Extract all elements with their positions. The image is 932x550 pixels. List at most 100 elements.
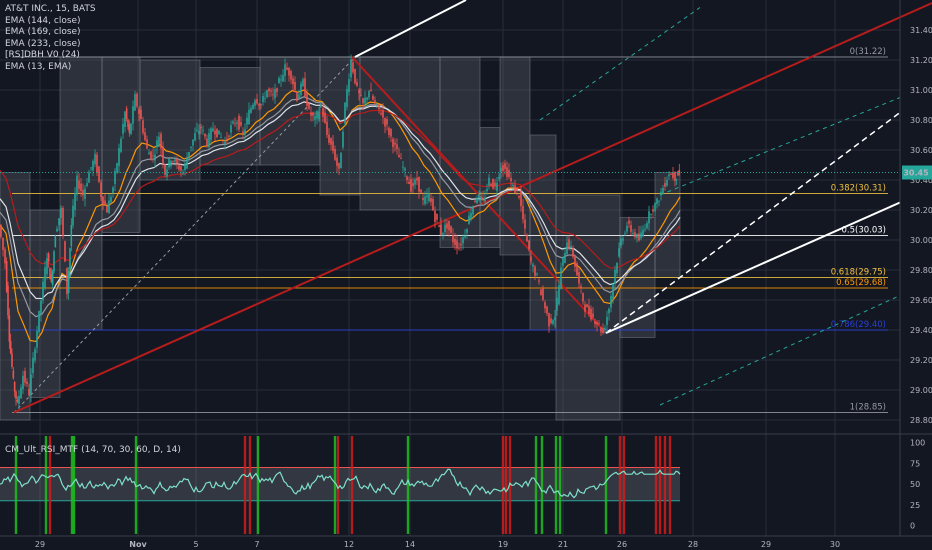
fib-level-label: 0(31.22) <box>850 47 886 57</box>
candle-body <box>476 197 478 204</box>
candle-body <box>212 128 214 132</box>
dbh-band <box>319 56 361 196</box>
fib-level-label: 0.5(30.03) <box>842 226 886 236</box>
legend-ema-144[interactable]: EMA (144, close) <box>5 15 81 26</box>
candle-body <box>486 189 488 191</box>
time-tick-label: 19 <box>498 540 508 549</box>
candle-body <box>376 103 378 105</box>
white-trend-line <box>605 201 901 334</box>
candle-body <box>470 212 472 220</box>
candle-body <box>336 157 338 166</box>
rsi-tick-label: 75 <box>910 459 920 468</box>
candle-body <box>222 139 224 141</box>
candle-body <box>438 225 440 227</box>
legend-ema-169[interactable]: EMA (169, close) <box>5 27 81 37</box>
candle-body <box>338 162 340 169</box>
candle-body <box>468 215 470 225</box>
candle-body <box>108 200 110 214</box>
candle-body <box>340 152 342 169</box>
candle-body <box>604 327 606 331</box>
candle-body <box>270 90 272 92</box>
candle-body <box>220 136 222 138</box>
candle-body <box>230 125 232 133</box>
rsi-signal-bar <box>248 436 252 534</box>
candle-body <box>456 240 458 249</box>
candle-body <box>200 126 202 129</box>
rsi-signal-bar <box>668 436 672 534</box>
candle-body <box>358 90 360 93</box>
candle-body <box>436 213 438 220</box>
fib-level-label: 0.786(29.40) <box>831 320 886 330</box>
price-tick-label: 29.60 <box>910 296 932 305</box>
candle-body <box>78 180 80 189</box>
rsi-signal-bar <box>622 436 626 534</box>
candle-body <box>544 302 546 309</box>
time-tick-label: 7 <box>254 540 259 549</box>
candle-body <box>462 237 464 244</box>
candle-body <box>246 117 248 125</box>
candle-body <box>252 104 254 109</box>
candle-body <box>176 158 178 164</box>
price-axis[interactable]: 31.40 31.20 31.00 30.80 30.60 30.40 30.20 30.00… <box>0 0 932 536</box>
candle-body <box>132 106 134 124</box>
candle-body <box>446 223 448 229</box>
candle-body <box>320 104 322 107</box>
candle-body <box>366 97 368 100</box>
candle-body <box>294 82 296 90</box>
candle-body <box>460 243 462 246</box>
candle-body <box>172 160 174 162</box>
candle-body <box>178 165 180 170</box>
price-tick-label: 29.00 <box>910 386 932 395</box>
candle-body <box>412 183 414 187</box>
candle-body <box>15 391 17 399</box>
rsi-signal-bar <box>501 436 505 534</box>
candle-body <box>140 109 142 119</box>
fib-level-label: 1(28.85) <box>850 403 886 413</box>
candle-body <box>248 109 250 125</box>
candle-body <box>656 198 658 205</box>
rsi-signal-bar <box>256 436 260 534</box>
legend-dbh[interactable]: [RS]DBH V0 (24) <box>5 50 80 60</box>
candle-body <box>60 207 62 218</box>
symbol-title[interactable]: AT&T INC., 15, BATS <box>5 4 96 14</box>
candle-body <box>474 200 476 202</box>
candle-body <box>204 133 206 137</box>
candle-body <box>20 387 22 399</box>
dbh-band <box>654 172 681 278</box>
candlestick-series <box>0 54 900 409</box>
candle-body <box>192 139 194 146</box>
candle-body <box>560 267 562 289</box>
legend-ema-13[interactable]: EMA (13, EMA) <box>5 61 72 72</box>
candle-body <box>554 316 556 321</box>
candle-body <box>352 62 354 73</box>
legend-ema-233[interactable]: EMA (233, close) <box>5 38 81 49</box>
candle-body <box>158 136 160 147</box>
candle-body <box>300 83 302 95</box>
time-axis[interactable]: 29 Nov 5 7 12 14 19 21 26 28 29 30 <box>0 535 932 549</box>
candle-body <box>630 225 632 232</box>
candle-body <box>372 95 374 100</box>
candle-body <box>666 180 668 186</box>
candle-body <box>538 280 540 282</box>
rsi-signal-bar <box>534 436 538 534</box>
candle-body <box>280 79 282 81</box>
candle-body <box>160 133 162 149</box>
time-tick-label: 29 <box>35 540 45 549</box>
candle-body <box>84 188 86 200</box>
candle-body <box>424 196 426 204</box>
candle-body <box>146 139 148 149</box>
candle-body <box>620 238 622 246</box>
candle-body <box>5 261 8 292</box>
candle-body <box>344 102 346 124</box>
candle-body <box>170 160 172 167</box>
candle-body <box>72 205 74 226</box>
candle-body <box>180 166 182 171</box>
fib-level-label: 0.382(30.31) <box>831 184 886 194</box>
candle-body <box>652 209 654 212</box>
rsi-legend[interactable]: CM_Ult_RSI_MTF (14, 70, 30, 60, D, 14) <box>5 445 181 455</box>
candle-body <box>96 154 98 173</box>
candle-body <box>148 152 150 155</box>
candle-body <box>586 304 588 308</box>
time-tick-label: 30 <box>830 540 840 549</box>
